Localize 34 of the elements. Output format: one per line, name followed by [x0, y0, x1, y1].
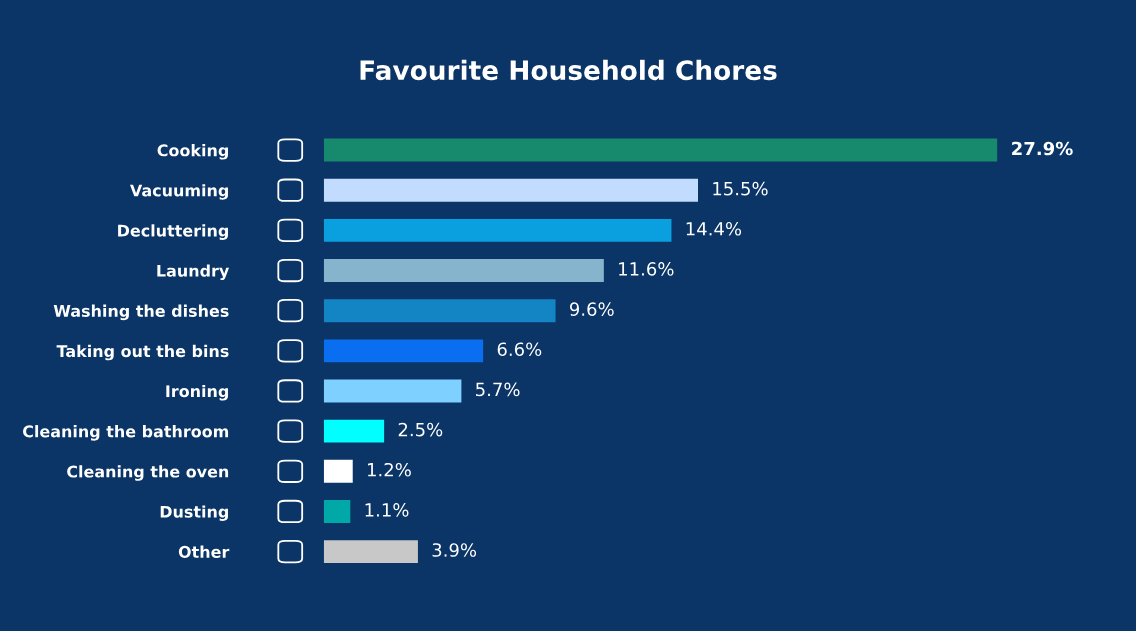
bar [323, 379, 462, 403]
y-tick-label: Cooking [157, 144, 228, 160]
y-tick-label: Cleaning the oven [67, 465, 229, 481]
bar [323, 178, 699, 202]
bar [323, 339, 484, 363]
data-label: 27.9% [1012, 141, 1073, 156]
data-label: 2.5% [398, 422, 443, 437]
y-tick-label: Vacuuming [130, 184, 228, 200]
chart-title: Favourite Household Chores [360, 59, 777, 81]
bar [323, 500, 351, 523]
data-label: 3.9% [432, 543, 477, 557]
y-tick-label: Cleaning the bathroom [23, 425, 229, 441]
bar [323, 299, 556, 323]
y-tick-label: Taking out the bins [56, 344, 229, 361]
data-label: 5.7% [476, 382, 520, 397]
data-label: 11.6% [619, 262, 674, 276]
data-label: 1.1% [365, 503, 409, 517]
bar [323, 259, 604, 282]
data-label: 9.6% [569, 302, 614, 316]
y-tick-label: Decluttering [118, 224, 228, 240]
bar [323, 540, 418, 564]
y-tick-label: Other [178, 545, 230, 558]
y-tick-label: Washing the dishes [53, 304, 229, 321]
bar [323, 419, 385, 443]
bar [323, 459, 353, 483]
data-label: 14.4% [686, 221, 742, 236]
data-label: 15.5% [713, 181, 768, 196]
data-label: 6.6% [497, 342, 542, 357]
bar [323, 218, 672, 242]
bar [323, 138, 998, 162]
data-label: 1.2% [368, 462, 411, 477]
y-tick-label: Laundry [157, 264, 230, 281]
y-tick-label: Ironing [166, 384, 228, 401]
y-tick-label: Dusting [160, 505, 228, 521]
